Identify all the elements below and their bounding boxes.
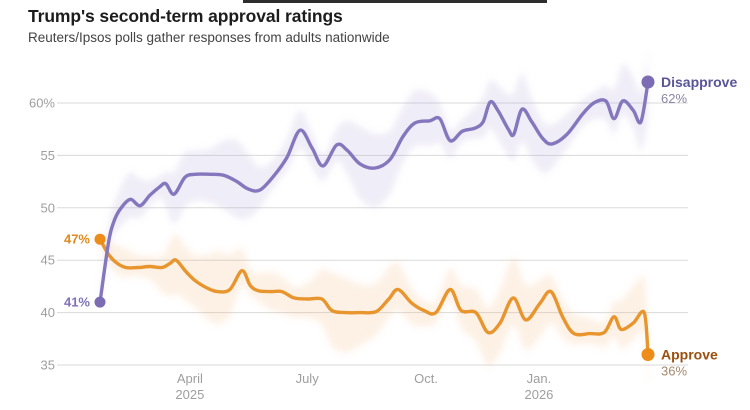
series-start-value-label-disapprove: 41%	[64, 295, 90, 310]
page-subtitle: Reuters/Ipsos polls gather responses fro…	[28, 30, 390, 45]
series-start-value-label-approve: 47%	[64, 232, 90, 247]
confidence-band-disapprove	[100, 51, 648, 312]
series-line-approve	[98, 237, 650, 357]
y-axis-label: 40	[41, 305, 55, 320]
series-lines	[98, 80, 650, 357]
x-axis-label: Jan.	[527, 371, 552, 386]
confidence-band-approve	[100, 230, 648, 386]
y-axis-label: 60%	[29, 96, 55, 111]
series-end-value-label-disapprove: 62%	[661, 91, 687, 106]
x-axis-sublabel: 2026	[524, 387, 553, 402]
series-end-dot-disapprove	[641, 75, 655, 89]
x-axis-label: April	[177, 371, 203, 386]
series-end-dot-approve	[641, 348, 655, 361]
y-axis-label: 55	[41, 148, 55, 163]
page-title: Trump's second-term approval ratings	[28, 6, 343, 26]
y-axis-label: 50	[41, 200, 55, 215]
x-axis-label: Oct.	[414, 371, 438, 386]
series-end-name-label-disapprove: Disapprove	[661, 74, 737, 90]
series-end-name-label-approve: Approve	[661, 347, 718, 363]
series-start-dot-disapprove	[94, 296, 106, 308]
x-axis-label: July	[296, 371, 320, 386]
series-start-dot-approve	[94, 233, 106, 245]
series-end-value-label-approve: 36%	[661, 364, 687, 379]
y-axis-label: 35	[41, 358, 55, 373]
top-divider	[243, 0, 547, 3]
y-axis-label: 45	[41, 253, 55, 268]
x-axis-sublabel: 2025	[175, 387, 204, 402]
confidence-bands	[100, 51, 648, 386]
series-line-disapprove	[98, 80, 650, 304]
